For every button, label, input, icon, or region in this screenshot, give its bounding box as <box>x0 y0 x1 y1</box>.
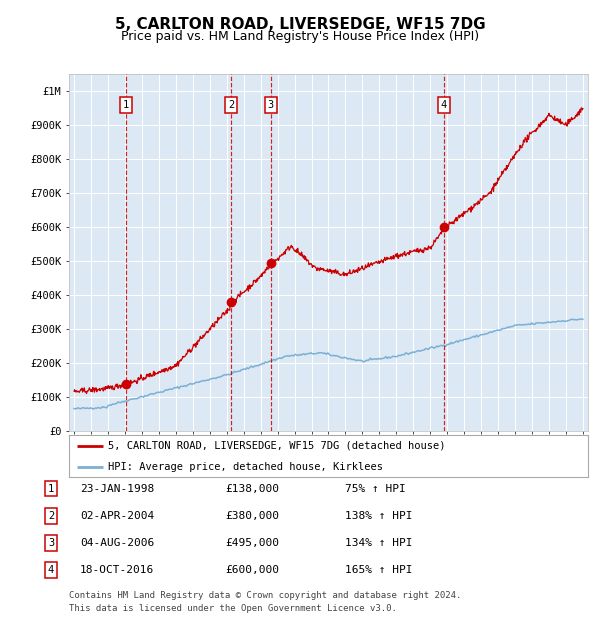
Text: 138% ↑ HPI: 138% ↑ HPI <box>345 511 413 521</box>
Text: £600,000: £600,000 <box>225 565 279 575</box>
Text: 4: 4 <box>48 565 54 575</box>
Text: 1: 1 <box>48 484 54 494</box>
Text: Price paid vs. HM Land Registry's House Price Index (HPI): Price paid vs. HM Land Registry's House … <box>121 30 479 43</box>
Text: 04-AUG-2006: 04-AUG-2006 <box>80 538 154 548</box>
Text: 18-OCT-2016: 18-OCT-2016 <box>80 565 154 575</box>
Text: 1: 1 <box>123 100 129 110</box>
Text: 75% ↑ HPI: 75% ↑ HPI <box>345 484 406 494</box>
Text: 02-APR-2004: 02-APR-2004 <box>80 511 154 521</box>
Text: 134% ↑ HPI: 134% ↑ HPI <box>345 538 413 548</box>
Text: 4: 4 <box>441 100 447 110</box>
Text: 23-JAN-1998: 23-JAN-1998 <box>80 484 154 494</box>
Text: 2: 2 <box>48 511 54 521</box>
Text: Contains HM Land Registry data © Crown copyright and database right 2024.: Contains HM Land Registry data © Crown c… <box>69 591 461 600</box>
Text: 5, CARLTON ROAD, LIVERSEDGE, WF15 7DG: 5, CARLTON ROAD, LIVERSEDGE, WF15 7DG <box>115 17 485 32</box>
Text: 3: 3 <box>268 100 274 110</box>
Text: 3: 3 <box>48 538 54 548</box>
Text: £138,000: £138,000 <box>225 484 279 494</box>
Text: £380,000: £380,000 <box>225 511 279 521</box>
Text: This data is licensed under the Open Government Licence v3.0.: This data is licensed under the Open Gov… <box>69 603 397 613</box>
Text: HPI: Average price, detached house, Kirklees: HPI: Average price, detached house, Kirk… <box>108 462 383 472</box>
Text: 5, CARLTON ROAD, LIVERSEDGE, WF15 7DG (detached house): 5, CARLTON ROAD, LIVERSEDGE, WF15 7DG (d… <box>108 441 445 451</box>
Text: 165% ↑ HPI: 165% ↑ HPI <box>345 565 413 575</box>
Text: 2: 2 <box>228 100 234 110</box>
Text: £495,000: £495,000 <box>225 538 279 548</box>
